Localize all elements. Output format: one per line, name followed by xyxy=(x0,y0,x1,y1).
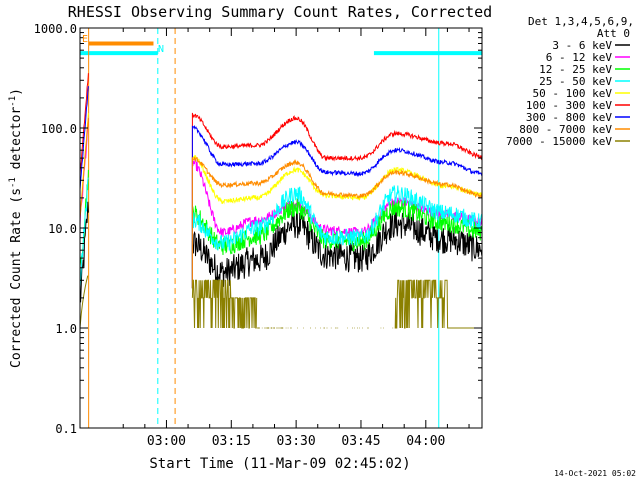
series-line xyxy=(191,207,482,289)
series-line-early xyxy=(80,201,89,303)
series-line xyxy=(191,157,482,289)
series-800-7000-kev xyxy=(80,118,482,289)
x-axis-label: Start Time (11-Mar-09 02:45:02) xyxy=(149,456,410,472)
x-tick-label: 03:45 xyxy=(341,434,380,449)
series-25-50-kev xyxy=(80,177,482,289)
series-100-300-kev xyxy=(80,73,482,289)
legend-label: 6 - 12 keV xyxy=(546,51,613,64)
y-tick-label: 1000.0 xyxy=(34,22,77,36)
legend-label: 7000 - 15000 keV xyxy=(506,135,612,148)
legend-label: 50 - 100 keV xyxy=(533,87,613,100)
series-7000-15000-kev xyxy=(80,275,482,329)
y-tick-label: 10.0 xyxy=(48,222,77,236)
legend-header-2: Att 0 xyxy=(597,27,630,40)
chart-title: RHESSI Observing Summary Count Rates, Co… xyxy=(68,3,492,21)
x-tick-label: 03:15 xyxy=(212,434,251,449)
legend-label: 800 - 7000 keV xyxy=(519,123,612,136)
legend-label: 25 - 50 keV xyxy=(539,75,612,88)
legend-header-1: Det 1,3,4,5,6,9, xyxy=(528,15,634,28)
legend-label: 300 - 800 keV xyxy=(526,111,612,124)
x-tick-label: 03:30 xyxy=(277,434,316,449)
series-line xyxy=(191,112,482,289)
series-line-early xyxy=(80,118,89,219)
series-300-800-kev xyxy=(80,86,482,289)
annotation-n: N xyxy=(158,44,164,55)
legend-label: 3 - 6 keV xyxy=(552,39,612,52)
series-layer xyxy=(80,73,482,329)
series-line xyxy=(191,124,482,289)
x-tick-label: 04:00 xyxy=(406,434,445,449)
x-tick-label: 03:00 xyxy=(147,434,186,449)
series-line-early xyxy=(80,73,89,176)
legend-label: 12 - 25 keV xyxy=(539,63,612,76)
series-line xyxy=(191,154,482,289)
x-axis: 03:00 03:15 03:30 03:45 04:00 xyxy=(79,28,470,449)
series-line xyxy=(191,185,482,289)
series-line-early xyxy=(80,275,89,329)
y-tick-label: 0.1 xyxy=(55,422,77,436)
footer-timestamp: 14-Oct-2021 05:02 xyxy=(554,469,636,478)
y-tick-label: 100.0 xyxy=(41,122,77,136)
annotation-e: E xyxy=(82,34,88,45)
observing-bars xyxy=(80,41,482,56)
y-axis-label: Corrected Count Rate (s-1 detector-1) xyxy=(8,88,24,368)
legend-label: 100 - 300 keV xyxy=(526,99,612,112)
series-3-6-kev xyxy=(80,201,482,303)
series-line-early xyxy=(80,177,89,288)
series-line xyxy=(191,279,482,329)
y-axis: 1000.0 100.0 10.0 1.0 0.1 xyxy=(34,22,482,436)
series-line-early xyxy=(80,86,89,190)
y-tick-label: 1.0 xyxy=(55,322,77,336)
